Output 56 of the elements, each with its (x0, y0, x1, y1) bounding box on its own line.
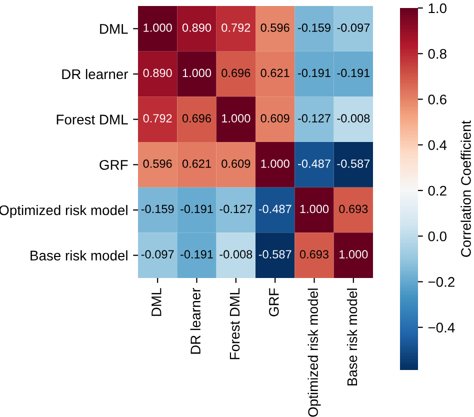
y-tick-label: GRF (100, 160, 128, 170)
data-label: -0.191 (337, 68, 370, 78)
x-tick-label: DML (152, 288, 162, 316)
color-bar-label: 0.2 (428, 186, 446, 196)
color-bar-label: 0.0 (428, 231, 446, 242)
data-label: -0.587 (337, 159, 370, 168)
data-label: 0.890 (143, 68, 172, 78)
color-bar-label: 0.6 (428, 94, 446, 104)
data-label: 1.000 (340, 250, 368, 258)
x-tick-label: GRF (268, 288, 279, 316)
y-tick-label: DML (100, 24, 128, 34)
data-label: 0.609 (222, 159, 250, 168)
x-tick-label: Forest DML (230, 288, 240, 360)
data-label: -0.127 (220, 204, 252, 214)
y-tick-label: DR learner (62, 68, 128, 80)
data-label: 0.792 (222, 23, 250, 32)
data-label: 0.621 (260, 68, 290, 78)
data-label: -0.191 (180, 204, 213, 214)
data-label: 1.000 (261, 159, 290, 168)
data-label: -0.191 (180, 250, 213, 258)
data-label: 0.596 (143, 159, 172, 168)
x-tick-label: DR learner (190, 288, 200, 354)
data-label: 0.696 (222, 68, 250, 78)
data-label: 0.792 (143, 114, 172, 122)
data-label: -0.127 (298, 114, 330, 122)
y-tick-label: Forest DML (56, 114, 128, 125)
y-tick-label: Base risk model (30, 250, 128, 261)
color-bar-label: −0.4 (428, 322, 455, 333)
data-label: 1.000 (222, 114, 250, 122)
x-tick-label: Optimized risk model (308, 288, 321, 417)
data-label: 1.000 (144, 23, 172, 32)
x-tick-label: Base risk model (346, 288, 358, 386)
data-label: -0.587 (258, 250, 292, 258)
data-label: 1.000 (182, 68, 212, 78)
data-label: 0.621 (182, 159, 211, 168)
data-label: -0.487 (258, 204, 292, 214)
data-label: 0.693 (300, 250, 329, 258)
data-label: -0.008 (220, 250, 252, 258)
data-label: 0.609 (260, 114, 290, 122)
color-bar-label: 0.4 (428, 140, 447, 150)
color-bar-label: −0.2 (428, 277, 454, 287)
data-label: -0.097 (141, 250, 174, 258)
data-label: -0.008 (337, 114, 370, 122)
data-label: -0.097 (337, 23, 370, 32)
data-label: -0.159 (298, 23, 330, 32)
data-label: 0.596 (260, 23, 290, 32)
data-label: -0.159 (141, 204, 174, 214)
data-label: -0.487 (298, 159, 330, 168)
data-label: 0.890 (182, 23, 212, 32)
data-label: -0.191 (298, 68, 330, 78)
data-label: 0.693 (339, 204, 368, 214)
data-label: 1.000 (300, 204, 329, 214)
data-label: 0.696 (182, 114, 212, 122)
color-bar-title: Correlation Coefficient (460, 120, 471, 257)
color-bar-label: 1.0 (428, 3, 446, 14)
color-bar-label: 0.8 (428, 48, 446, 59)
